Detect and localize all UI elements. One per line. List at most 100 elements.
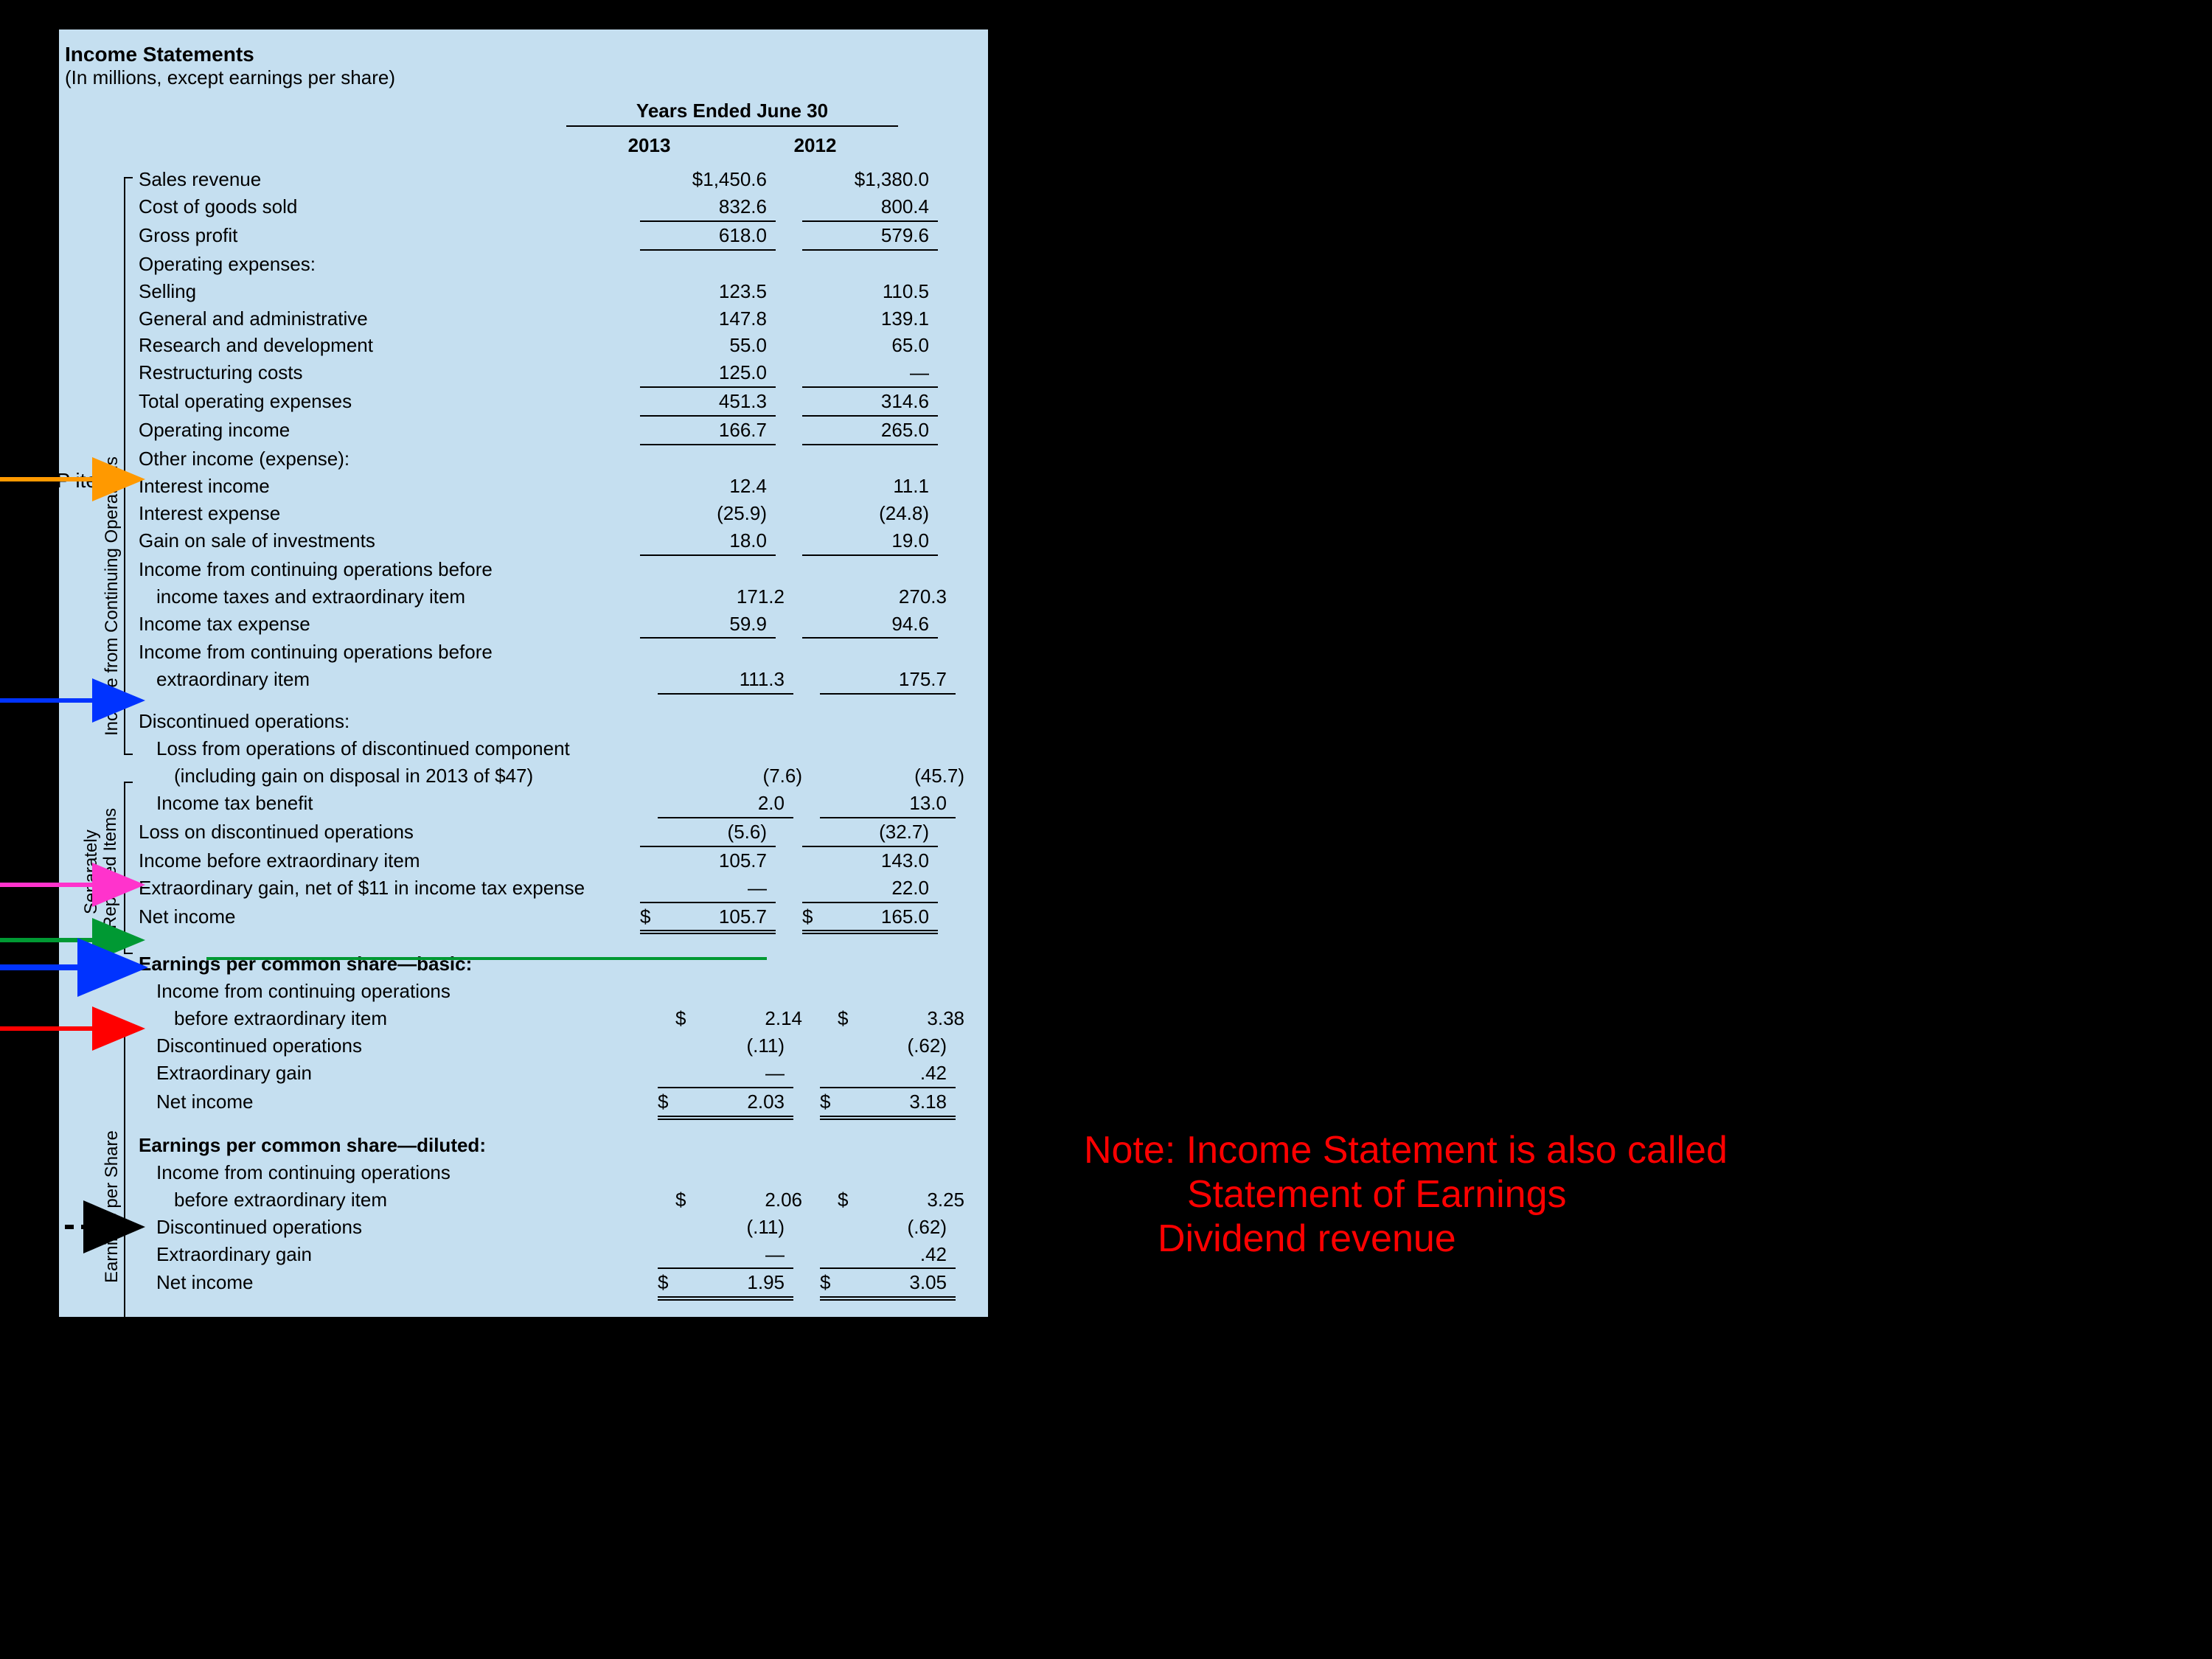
label-disc-header: Discontinued operations: xyxy=(139,708,640,735)
label-eps-d-ext: Extraordinary gain xyxy=(139,1241,658,1270)
label-inc-before-ext: Income before extraordinary item xyxy=(139,847,640,874)
cell-epsd-net-y2: $ 3.05 xyxy=(820,1269,956,1298)
row-eps-b-disc: Discontinued operations (.11) (.62) xyxy=(139,1032,967,1060)
label-tax-expense: Income tax expense xyxy=(139,611,640,639)
row-net-income: Net income $ 105.7 $ 165.0 xyxy=(139,903,967,932)
row-eps-b-cont-1: Income from continuing operations xyxy=(139,978,967,1005)
label-operating-income: Operating income xyxy=(139,417,640,445)
row-disc-header: Discontinued operations: xyxy=(139,708,967,735)
row-eps-d-disc: Discontinued operations (.11) (.62) xyxy=(139,1214,967,1241)
row-eps-d-ext: Extraordinary gain — .42 xyxy=(139,1241,967,1270)
cell-sales-y2: $1,380.0 xyxy=(802,166,938,193)
cell-ibe-y2: 143.0 xyxy=(802,847,938,874)
panel-subtitle: (In millions, except earnings per share) xyxy=(65,66,967,89)
label-cont-before-tax-2: income taxes and extraordinary item xyxy=(139,583,658,611)
val: 1.95 xyxy=(671,1269,785,1296)
cell-selling-y1: 123.5 xyxy=(640,278,776,305)
dollar-sign: $ xyxy=(640,903,653,931)
cell-lossdisc-y1: (5.6) xyxy=(640,818,776,847)
row-sales-revenue: Sales revenue $1,450.6 $1,380.0 xyxy=(139,166,967,193)
cell-rd-y1: 55.0 xyxy=(640,332,776,359)
label-disc-loss-1: Loss from operations of discontinued com… xyxy=(139,735,658,762)
label-eps-basic: Earnings per common share—basic: xyxy=(139,950,640,978)
label-cont-before-ext-1: Income from continuing operations before xyxy=(139,639,640,666)
label-eps-b-cont1: Income from continuing operations xyxy=(139,978,658,1005)
row-cont-before-tax-1: Income from continuing operations before xyxy=(139,556,967,583)
income-statement-panel: Income Statements (In millions, except e… xyxy=(59,29,988,1317)
label-net-income: Net income xyxy=(139,903,640,932)
cell-cbe-y1: 111.3 xyxy=(658,666,793,695)
row-eps-b-ext: Extraordinary gain — .42 xyxy=(139,1060,967,1088)
note-block: Note: Income Statement is also called St… xyxy=(1084,1128,1728,1261)
label-cont-before-tax-1: Income from continuing operations before xyxy=(139,556,640,583)
year-columns: 2013 2012 xyxy=(566,134,898,157)
note-line-2: Statement of Earnings xyxy=(1084,1172,1728,1217)
cell-gain-y2: 19.0 xyxy=(802,527,938,556)
row-eps-diluted-header: Earnings per common share—diluted: xyxy=(139,1132,967,1159)
val: 3.18 xyxy=(833,1088,947,1116)
label-ext-gain: Extraordinary gain, net of $11 in income… xyxy=(139,874,640,903)
vlabel-eps: Earnings per Share xyxy=(102,1130,122,1283)
cell-epsb-cont-y1: $ 2.14 xyxy=(675,1005,811,1032)
label-eps-diluted: Earnings per common share—diluted: xyxy=(139,1132,640,1159)
label-eps-b-disc: Discontinued operations xyxy=(139,1032,658,1060)
cell-epsb-ext-y2: .42 xyxy=(820,1060,956,1088)
year-col-1: 2013 xyxy=(566,134,732,157)
note-line-1: Note: Income Statement is also called xyxy=(1084,1128,1728,1172)
row-operating-income: Operating income 166.7 265.0 xyxy=(139,417,967,445)
row-rd: Research and development 55.0 65.0 xyxy=(139,332,967,359)
cell-restr-y1: 125.0 xyxy=(640,359,776,388)
val: 2.06 xyxy=(689,1186,802,1214)
row-eps-b-cont-2: before extraordinary item $ 2.14 $ 3.38 xyxy=(139,1005,967,1032)
row-eps-d-net: Net income $ 1.95 $ 3.05 xyxy=(139,1269,967,1298)
bracket-eps xyxy=(124,1025,133,1397)
cell-gp-y2: 579.6 xyxy=(802,222,938,251)
annotation-nonop: Non-OP items xyxy=(0,469,125,493)
cell-taxexp-y2: 94.6 xyxy=(802,611,938,639)
cell-ibe-y1: 105.7 xyxy=(640,847,776,874)
cell-cbt-y1: 171.2 xyxy=(658,583,793,611)
cell-sales-y1: $1,450.6 xyxy=(640,166,776,193)
dollar-sign: $ xyxy=(802,903,815,931)
cell-intinc-y2: 11.1 xyxy=(802,473,938,500)
row-cont-before-ext-2: extraordinary item 111.3 175.7 xyxy=(139,666,967,695)
cell-extg-y2: 22.0 xyxy=(802,874,938,903)
row-cont-before-ext-1: Income from continuing operations before xyxy=(139,639,967,666)
cell-gain-y1: 18.0 xyxy=(640,527,776,556)
row-restructuring: Restructuring costs 125.0 — xyxy=(139,359,967,388)
cell-epsb-net-y2: $ 3.18 xyxy=(820,1088,956,1117)
dollar-sign: $ xyxy=(675,1005,689,1032)
cell-ni-y2: $ 165.0 xyxy=(802,903,938,932)
row-other-header: Other income (expense): xyxy=(139,445,967,473)
years-header: Years Ended June 30 xyxy=(566,100,898,127)
val: 3.38 xyxy=(851,1005,964,1032)
cell-taxben-y2: 13.0 xyxy=(820,790,956,818)
row-int-expense: Interest expense (25.9) (24.8) xyxy=(139,500,967,527)
cell-epsb-disc-y2: (.62) xyxy=(820,1032,956,1060)
panel-title: Income Statements xyxy=(65,43,967,66)
row-opex-header: Operating expenses: xyxy=(139,251,967,278)
label-disc-loss-2: (including gain on disposal in 2013 of $… xyxy=(139,762,675,790)
row-selling: Selling 123.5 110.5 xyxy=(139,278,967,305)
cell-cbt-y2: 270.3 xyxy=(820,583,956,611)
cell-epsb-net-y1: $ 2.03 xyxy=(658,1088,793,1117)
bracket-continuing xyxy=(124,177,133,755)
label-eps-d-cont2: before extraordinary item xyxy=(139,1186,675,1214)
dollar-sign: $ xyxy=(658,1269,671,1296)
dollar-sign: $ xyxy=(838,1005,851,1032)
vlabel-separately-1: Separately xyxy=(83,830,100,914)
cell-discloss-y1: (7.6) xyxy=(675,762,811,790)
row-ga: General and administrative 147.8 139.1 xyxy=(139,305,967,333)
label-int-expense: Interest expense xyxy=(139,500,640,527)
label-rd: Research and development xyxy=(139,332,640,359)
cell-topex-y1: 451.3 xyxy=(640,388,776,417)
label-eps-d-disc: Discontinued operations xyxy=(139,1214,658,1241)
cell-ni-y1: $ 105.7 xyxy=(640,903,776,932)
cell-cogs-y2: 800.4 xyxy=(802,193,938,222)
val: 2.03 xyxy=(671,1088,785,1116)
dollar-sign: $ xyxy=(820,1088,833,1116)
label-eps-d-cont1: Income from continuing operations xyxy=(139,1159,658,1186)
cell-epsd-cont-y2: $ 3.25 xyxy=(838,1186,973,1214)
label-sales-revenue: Sales revenue xyxy=(139,166,640,193)
row-gain-sale: Gain on sale of investments 18.0 19.0 xyxy=(139,527,967,556)
